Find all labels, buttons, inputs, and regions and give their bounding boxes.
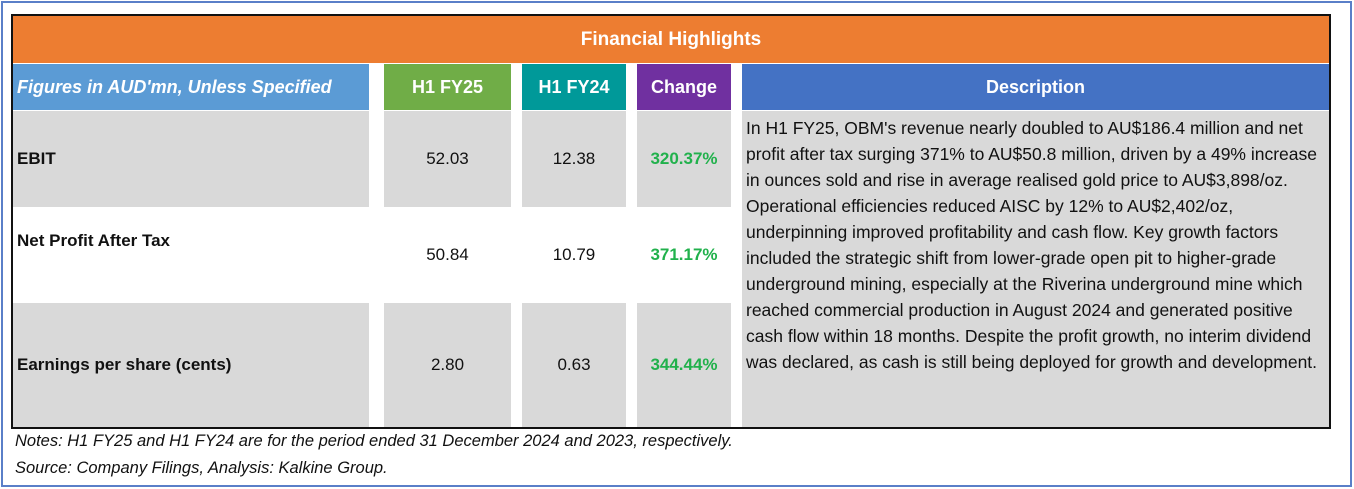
row-ebit-h1fy24: 12.38: [522, 111, 626, 207]
financial-highlights-table: Financial Highlights Figures in AUD'mn, …: [11, 14, 1331, 429]
header-h1fy25: H1 FY25: [384, 64, 511, 110]
row-ebit-label: EBIT: [13, 111, 369, 207]
header-figures-label: Figures in AUD'mn, Unless Specified: [13, 64, 369, 110]
description-text: In H1 FY25, OBM's revenue nearly doubled…: [742, 111, 1329, 427]
header-h1fy24: H1 FY24: [522, 64, 626, 110]
row-ebit-h1fy25: 52.03: [384, 111, 511, 207]
source-text: Source: Company Filings, Analysis: Kalki…: [15, 459, 388, 477]
row-eps-h1fy25: 2.80: [384, 303, 511, 427]
header-change: Change: [637, 64, 731, 110]
notes-text: Notes: H1 FY25 and H1 FY24 are for the p…: [15, 432, 733, 450]
row-npat-label: Net Profit After Tax: [13, 207, 369, 303]
row-ebit-change: 320.37%: [637, 111, 731, 207]
row-eps-change: 344.44%: [637, 303, 731, 427]
table-title: Financial Highlights: [13, 16, 1329, 63]
row-eps-h1fy24: 0.63: [522, 303, 626, 427]
row-eps-label: Earnings per share (cents): [13, 303, 369, 427]
row-npat-h1fy24: 10.79: [522, 207, 626, 303]
header-description: Description: [742, 64, 1329, 110]
row-npat-change: 371.17%: [637, 207, 731, 303]
row-npat-h1fy25: 50.84: [384, 207, 511, 303]
